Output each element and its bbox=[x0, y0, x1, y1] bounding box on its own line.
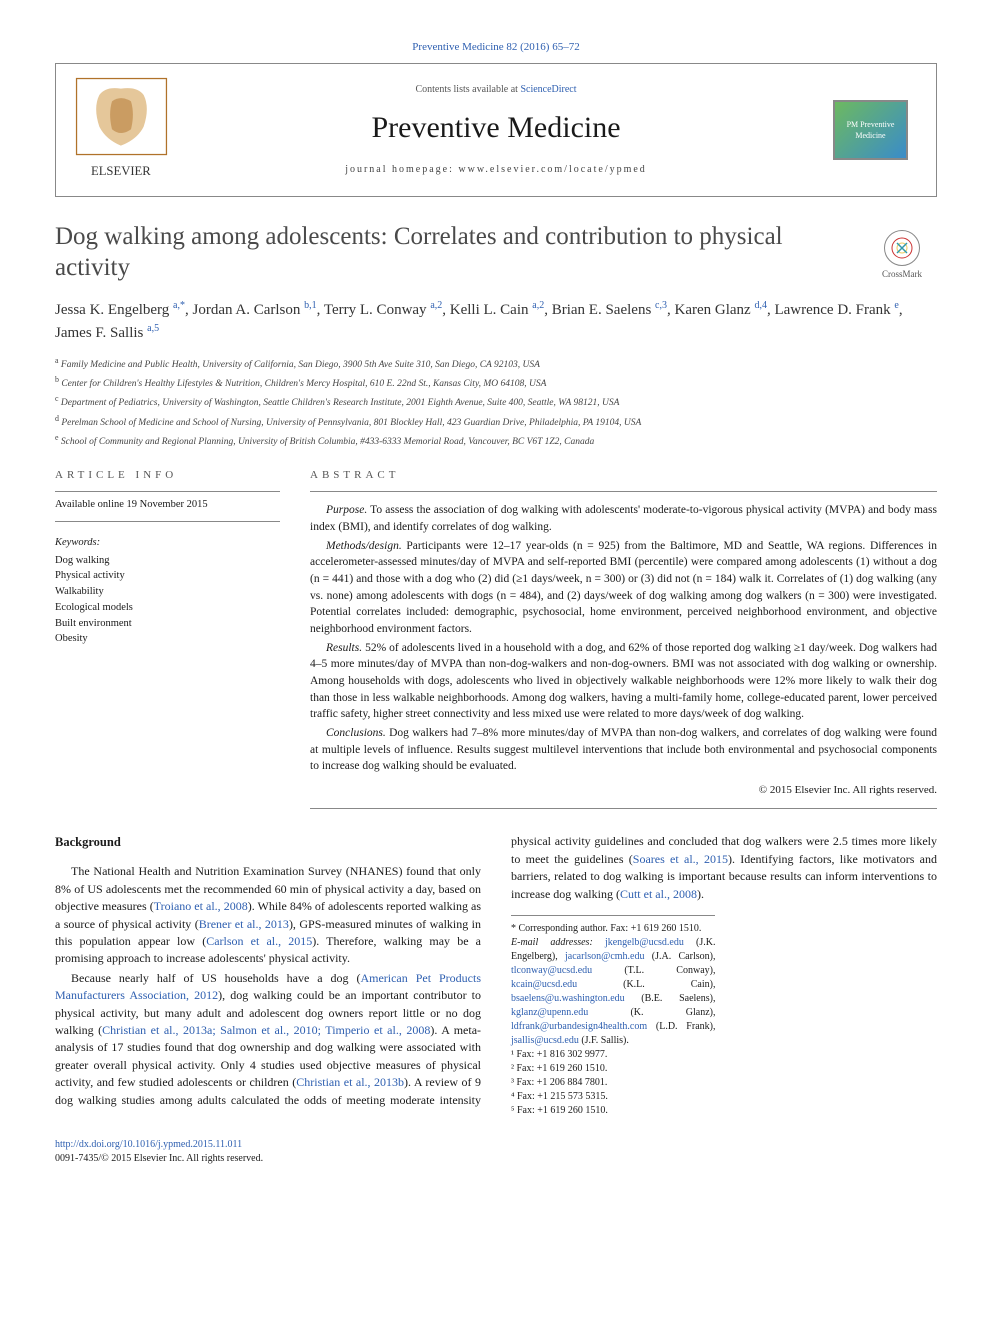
email-link[interactable]: jacarlson@cmh.edu bbox=[565, 951, 644, 962]
abstract-para: Purpose. To assess the association of do… bbox=[310, 502, 937, 535]
body-para-1: The National Health and Nutrition Examin… bbox=[55, 863, 481, 967]
author-sup: a,5 bbox=[147, 323, 159, 334]
ref-link[interactable]: Brener et al., 2013 bbox=[199, 917, 289, 931]
footer-copyright: 0091-7435/© 2015 Elsevier Inc. All right… bbox=[55, 1153, 263, 1164]
email-link[interactable]: ldfrank@urbandesign4health.com bbox=[511, 1021, 647, 1032]
sciencedirect-link[interactable]: ScienceDirect bbox=[520, 84, 576, 95]
author-sup: a,2 bbox=[532, 300, 544, 311]
keywords-head: Keywords: bbox=[55, 536, 280, 551]
fax-line: ³ Fax: +1 206 884 7801. bbox=[511, 1076, 715, 1090]
citation-link[interactable]: Preventive Medicine 82 (2016) 65–72 bbox=[412, 41, 579, 53]
keyword: Ecological models bbox=[55, 600, 280, 616]
footnotes: * Corresponding author. Fax: +1 619 260 … bbox=[511, 915, 715, 1118]
author-sup: d,4 bbox=[754, 300, 767, 311]
page-footer: http://dx.doi.org/10.1016/j.ypmed.2015.1… bbox=[55, 1138, 937, 1166]
lists-available: Contents lists available at ScienceDirec… bbox=[169, 83, 823, 97]
available-online: Available online 19 November 2015 bbox=[55, 491, 280, 522]
abstract-para: Conclusions. Dog walkers had 7–8% more m… bbox=[310, 725, 937, 775]
crossmark-icon bbox=[884, 230, 920, 266]
body-text: Background The National Health and Nutri… bbox=[55, 833, 937, 1118]
journal-header: ELSEVIER Contents lists available at Sci… bbox=[55, 63, 937, 197]
abstract-copyright: © 2015 Elsevier Inc. All rights reserved… bbox=[310, 783, 937, 809]
fax-line: ¹ Fax: +1 816 302 9977. bbox=[511, 1048, 715, 1062]
abstract-body: Purpose. To assess the association of do… bbox=[310, 491, 937, 775]
article-info-head: article info bbox=[55, 468, 280, 483]
author-sup: b,1 bbox=[304, 300, 317, 311]
affiliation: a Family Medicine and Public Health, Uni… bbox=[55, 355, 937, 372]
email-link[interactable]: bsaelens@u.washington.edu bbox=[511, 993, 625, 1004]
doi-link[interactable]: http://dx.doi.org/10.1016/j.ypmed.2015.1… bbox=[55, 1139, 242, 1150]
email-link[interactable]: kcain@ucsd.edu bbox=[511, 979, 577, 990]
fax-line: ⁴ Fax: +1 215 573 5315. bbox=[511, 1090, 715, 1104]
journal-homepage: journal homepage: www.elsevier.com/locat… bbox=[169, 163, 823, 177]
keyword: Physical activity bbox=[55, 568, 280, 584]
ref-link[interactable]: Cutt et al., 2008 bbox=[620, 887, 697, 901]
affiliation: c Department of Pediatrics, University o… bbox=[55, 393, 937, 410]
ref-link[interactable]: Carlson et al., 2015 bbox=[206, 934, 312, 948]
svg-text:ELSEVIER: ELSEVIER bbox=[91, 164, 151, 178]
ref-link[interactable]: Troiano et al., 2008 bbox=[154, 899, 248, 913]
ref-link[interactable]: Christian et al., 2013b bbox=[296, 1075, 404, 1089]
email-link[interactable]: tlconway@ucsd.edu bbox=[511, 965, 592, 976]
background-head: Background bbox=[55, 833, 481, 851]
elsevier-logo: ELSEVIER bbox=[74, 76, 169, 184]
email-addresses: E-mail addresses: jkengelb@ucsd.edu (J.K… bbox=[511, 936, 715, 1048]
author-list: Jessa K. Engelberg a,*, Jordan A. Carlso… bbox=[55, 298, 937, 345]
author-sup: a,* bbox=[173, 300, 185, 311]
abstract-para: Results. 52% of adolescents lived in a h… bbox=[310, 640, 937, 723]
abstract-head: abstract bbox=[310, 468, 937, 483]
ref-link[interactable]: Soares et al., 2015 bbox=[633, 852, 728, 866]
corresponding-author: * Corresponding author. Fax: +1 619 260 … bbox=[511, 922, 715, 936]
email-link[interactable]: jsallis@ucsd.edu bbox=[511, 1035, 579, 1046]
crossmark-badge[interactable]: CrossMark bbox=[867, 230, 937, 281]
keyword: Walkability bbox=[55, 584, 280, 600]
email-link[interactable]: jkengelb@ucsd.edu bbox=[605, 937, 684, 948]
article-title: Dog walking among adolescents: Correlate… bbox=[55, 221, 937, 284]
keyword: Built environment bbox=[55, 616, 280, 632]
author-sup: a,2 bbox=[430, 300, 442, 311]
affiliation: e School of Community and Regional Plann… bbox=[55, 432, 937, 449]
affiliation: d Perelman School of Medicine and School… bbox=[55, 413, 937, 430]
fax-line: ² Fax: +1 619 260 1510. bbox=[511, 1062, 715, 1076]
email-link[interactable]: kglanz@upenn.edu bbox=[511, 1007, 588, 1018]
pm-logo: PM Preventive Medicine bbox=[823, 100, 918, 160]
journal-title: Preventive Medicine bbox=[169, 107, 823, 149]
author-sup: c,3 bbox=[655, 300, 667, 311]
top-citation: Preventive Medicine 82 (2016) 65–72 bbox=[55, 40, 937, 55]
ref-link[interactable]: Christian et al., 2013a; Salmon et al., … bbox=[102, 1023, 430, 1037]
keyword: Dog walking bbox=[55, 553, 280, 569]
author-sup: e bbox=[894, 300, 898, 311]
keyword: Obesity bbox=[55, 631, 280, 647]
abstract-para: Methods/design. Participants were 12–17 … bbox=[310, 538, 937, 638]
affiliation: b Center for Children's Healthy Lifestyl… bbox=[55, 374, 937, 391]
fax-line: ⁵ Fax: +1 619 260 1510. bbox=[511, 1104, 715, 1118]
crossmark-label: CrossMark bbox=[867, 268, 937, 281]
